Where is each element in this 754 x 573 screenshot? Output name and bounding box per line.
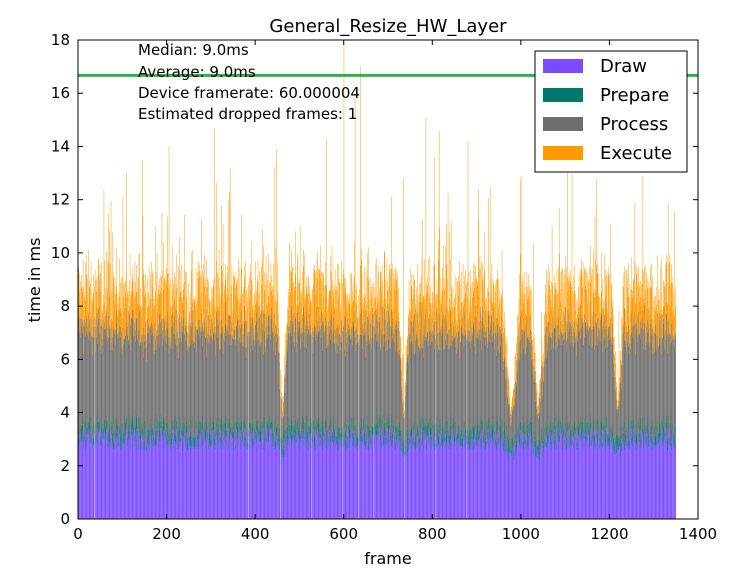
chart-title: General_Resize_HW_Layer [269,16,507,37]
bars-group [78,42,676,519]
